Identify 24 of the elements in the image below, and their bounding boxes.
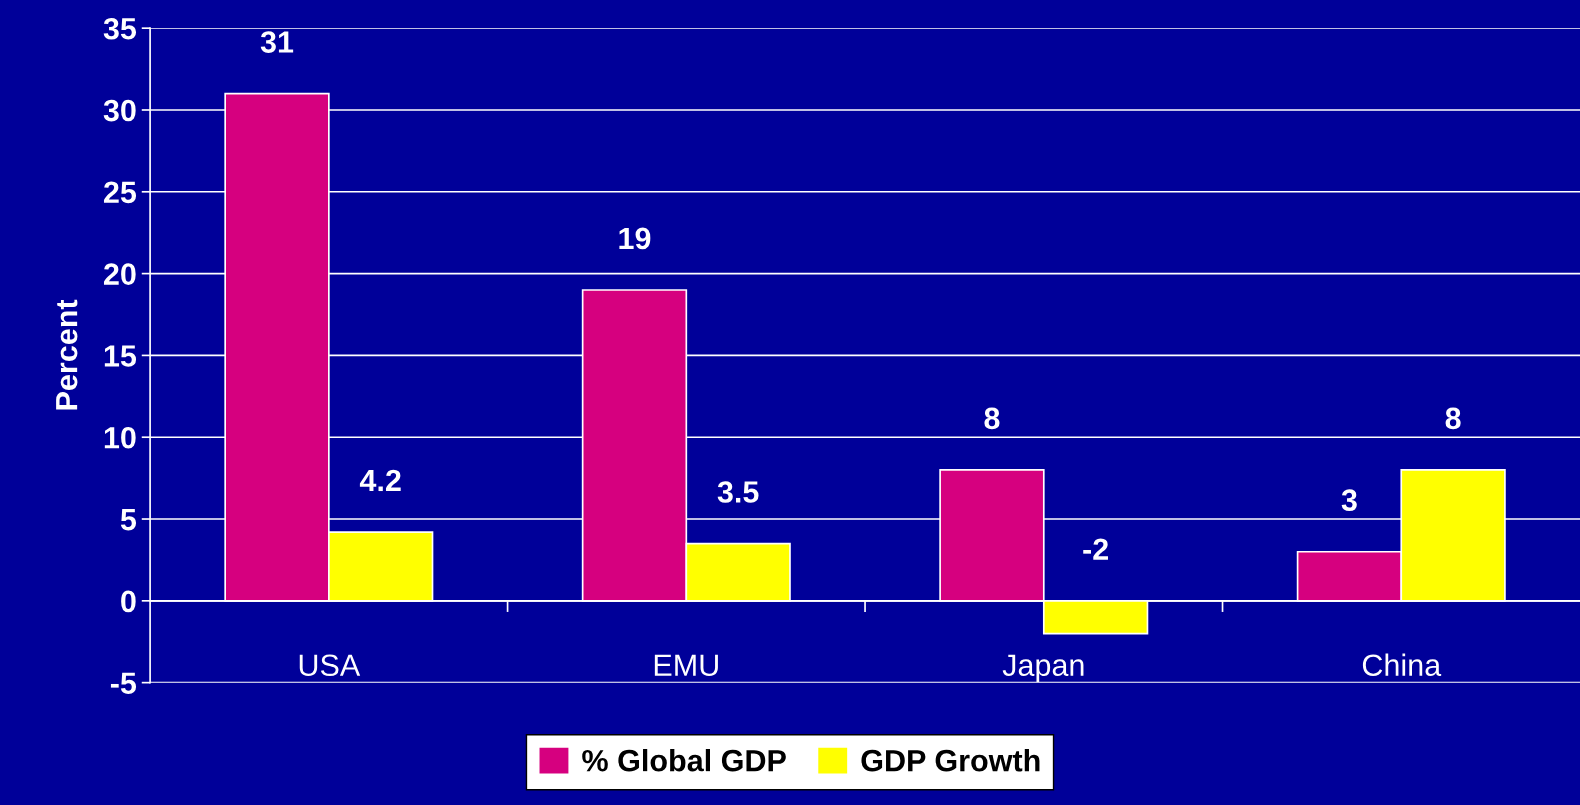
data-label: 8 (1445, 407, 1461, 430)
data-label: -2 (1083, 538, 1108, 560)
legend-label: GDP Growth (861, 749, 1040, 772)
x-tick-label: USA (299, 654, 361, 677)
data-label: 3 (1341, 489, 1357, 512)
y-axis-title: Percent (56, 299, 78, 410)
y-tick-label: 10 (104, 426, 136, 449)
data-label: 3.5 (717, 481, 759, 503)
legend-label: % Global GDP (582, 749, 786, 772)
data-label: 4.2 (359, 469, 401, 492)
x-tick-label: EMU (654, 654, 718, 677)
y-tick-label: 0 (121, 590, 136, 613)
y-tick-label: 25 (103, 181, 137, 204)
x-tick-label: Japan (1002, 654, 1084, 683)
y-tick-label: 15 (104, 345, 137, 367)
x-tick-label: China (1362, 653, 1442, 677)
y-tick-label: 20 (103, 263, 136, 285)
data-label: 31 (260, 31, 294, 53)
data-label: 19 (619, 227, 651, 250)
y-tick-label: 5 (120, 509, 137, 531)
y-tick-label: 30 (103, 99, 136, 122)
y-tick-label: -5 (110, 672, 137, 695)
data-label: 8 (984, 407, 1000, 430)
y-tick-label: 35 (103, 17, 137, 40)
